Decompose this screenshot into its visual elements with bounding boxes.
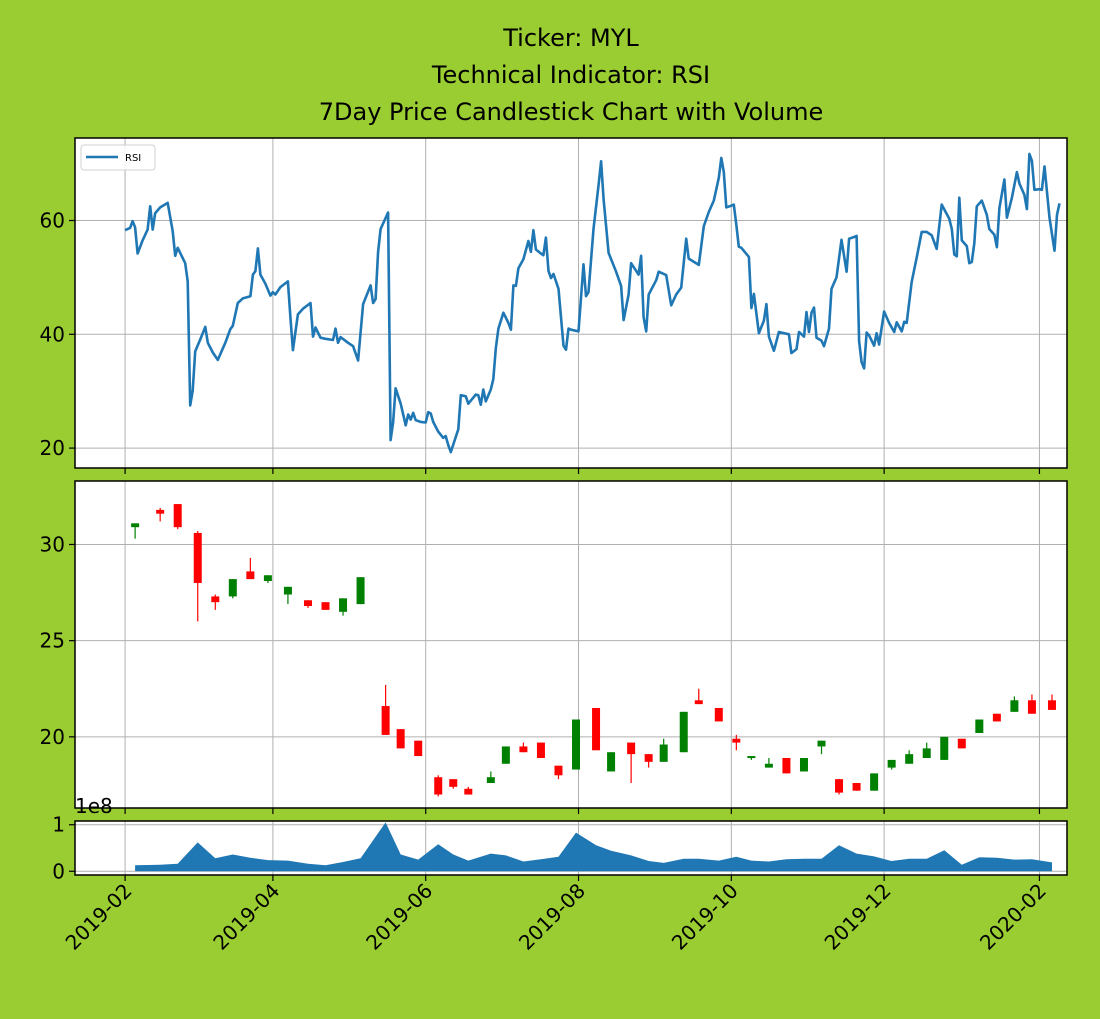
rsi-line — [124, 152, 1061, 454]
candle-body — [246, 571, 255, 580]
legend-label: RSI — [125, 153, 141, 164]
candle-body — [464, 788, 473, 795]
rsi-panel: 20 40 60 RSI — [40, 137, 1068, 474]
candle-body — [732, 738, 741, 743]
candle-body — [957, 738, 966, 749]
candle-body — [817, 740, 826, 747]
title-chart-type: 7Day Price Candlestick Chart with Volume — [319, 98, 824, 126]
candle-body — [870, 773, 879, 791]
candle-body — [414, 740, 423, 757]
candle-body — [396, 729, 405, 749]
rsi-ytick-label: 60 — [40, 209, 65, 233]
rsi-ytick-label: 20 — [40, 436, 65, 460]
rsi-ytick-label: 40 — [40, 322, 65, 346]
candle-body — [321, 602, 330, 610]
candle-body — [449, 779, 458, 787]
candle-body — [303, 600, 312, 607]
candle-body — [627, 742, 636, 755]
price-panel: 20 25 30 — [40, 480, 1068, 814]
candle-body — [339, 598, 348, 612]
candle-body — [211, 596, 220, 603]
legend: RSI — [80, 144, 156, 171]
candle-body — [679, 711, 688, 753]
candle-body — [592, 707, 601, 751]
candle-body — [554, 765, 563, 776]
candle-body — [381, 706, 390, 735]
volume-border — [74, 820, 1068, 876]
candle-body — [644, 754, 653, 762]
candle-body — [536, 742, 545, 758]
candle-body — [1010, 700, 1019, 712]
candle-body — [519, 746, 528, 753]
candle-body — [434, 777, 443, 795]
volume-ytick-label: 0 — [52, 859, 65, 883]
candle-body — [659, 744, 668, 762]
candle-body — [486, 777, 495, 783]
candle-body — [131, 523, 140, 528]
candle-body — [572, 719, 581, 770]
title-ticker: Ticker: MYL — [502, 24, 639, 52]
candle-body — [747, 756, 756, 759]
candle-body — [992, 713, 1001, 722]
volume-offset-label: 1e8 — [75, 794, 113, 818]
title-indicator: Technical Indicator: RSI — [431, 61, 710, 89]
candle-body — [887, 759, 896, 768]
candle-body — [501, 746, 510, 764]
candle-body — [905, 754, 914, 764]
candle-body — [356, 577, 365, 605]
candle-body — [852, 782, 861, 791]
volume-ytick-label: 1 — [52, 813, 65, 837]
price-plot-area — [75, 481, 1067, 808]
candle-body — [764, 763, 773, 768]
candle-body — [283, 586, 292, 595]
rsi-plot-area — [75, 138, 1067, 468]
volume-area — [135, 822, 1053, 872]
candle-body — [607, 752, 616, 772]
candle-body — [940, 736, 949, 760]
candle-body — [173, 504, 182, 528]
price-border — [74, 480, 1068, 809]
candle-body — [1027, 700, 1036, 714]
candle-body — [714, 707, 723, 722]
price-ytick-label: 25 — [40, 629, 65, 653]
candle-body — [835, 779, 844, 793]
chart-title: Ticker: MYL Technical Indicator: RSI 7Da… — [319, 24, 824, 126]
price-ytick-label: 30 — [40, 532, 65, 556]
volume-panel: 0 1 1e8 — [52, 794, 1068, 883]
candle-body — [799, 757, 808, 772]
candle-body — [263, 575, 272, 582]
candle-body — [922, 748, 931, 758]
candle-body — [228, 579, 237, 597]
candle-body — [975, 719, 984, 733]
candle-body — [156, 509, 165, 514]
rsi-border — [74, 137, 1068, 469]
candle-body — [1047, 700, 1056, 710]
price-ytick-label: 20 — [40, 725, 65, 749]
candle-body — [193, 532, 202, 583]
candle-body — [782, 757, 791, 774]
candle-body — [694, 700, 703, 705]
